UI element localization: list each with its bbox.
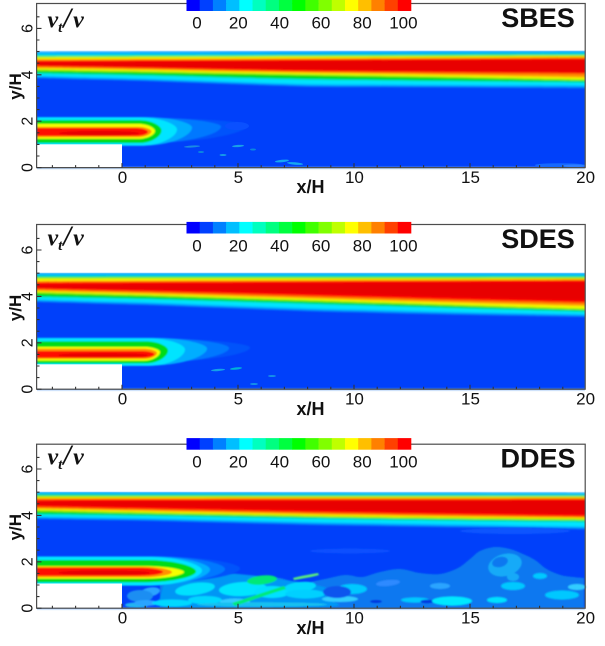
svg-text:0: 0 (118, 168, 127, 187)
svg-text:2: 2 (20, 557, 37, 566)
svg-text:5: 5 (234, 390, 243, 409)
svg-text:5: 5 (234, 168, 243, 187)
svg-text:40: 40 (270, 13, 289, 32)
svg-text:60: 60 (311, 237, 330, 256)
svg-text:4: 4 (20, 70, 37, 79)
svg-text:y/H: y/H (6, 514, 25, 540)
svg-text:4: 4 (20, 511, 37, 520)
svg-text:6: 6 (20, 24, 37, 33)
svg-text:0: 0 (20, 163, 37, 172)
svg-text:0: 0 (192, 237, 201, 256)
svg-text:100: 100 (389, 453, 417, 472)
svg-text:5: 5 (234, 609, 243, 628)
svg-text:40: 40 (270, 453, 289, 472)
svg-text:20: 20 (229, 237, 248, 256)
svg-text:10: 10 (345, 390, 364, 409)
svg-text:60: 60 (311, 453, 330, 472)
svg-text:6: 6 (20, 464, 37, 473)
svg-text:2: 2 (20, 117, 37, 126)
svg-text:15: 15 (461, 609, 480, 628)
svg-text:x/H: x/H (296, 618, 324, 638)
svg-text:20: 20 (229, 453, 248, 472)
svg-text:SBES: SBES (501, 3, 575, 33)
svg-text:80: 80 (353, 453, 372, 472)
svg-text:x/H: x/H (296, 399, 324, 419)
svg-text:νt/ν: νt/ν (48, 4, 85, 37)
svg-text:0: 0 (20, 385, 37, 394)
svg-text:100: 100 (389, 13, 417, 32)
svg-text:2: 2 (20, 338, 37, 347)
svg-text:0: 0 (20, 604, 37, 613)
svg-text:0: 0 (192, 13, 201, 32)
svg-text:0: 0 (118, 390, 127, 409)
svg-text:80: 80 (353, 13, 372, 32)
svg-text:100: 100 (389, 237, 417, 256)
svg-text:νt/ν: νt/ν (48, 440, 85, 473)
svg-text:y/H: y/H (6, 73, 25, 99)
svg-text:x/H: x/H (296, 177, 324, 197)
svg-text:15: 15 (461, 390, 480, 409)
svg-text:60: 60 (311, 13, 330, 32)
svg-text:10: 10 (345, 609, 364, 628)
svg-text:10: 10 (345, 168, 364, 187)
svg-text:20: 20 (229, 13, 248, 32)
svg-text:SDES: SDES (501, 224, 575, 254)
svg-text:6: 6 (20, 245, 37, 254)
svg-text:20: 20 (576, 390, 595, 409)
svg-text:0: 0 (192, 453, 201, 472)
svg-text:20: 20 (576, 609, 595, 628)
svg-text:0: 0 (118, 609, 127, 628)
svg-text:40: 40 (270, 237, 289, 256)
svg-text:4: 4 (20, 292, 37, 301)
svg-text:15: 15 (461, 168, 480, 187)
svg-text:νt/ν: νt/ν (48, 221, 85, 254)
svg-text:80: 80 (353, 237, 372, 256)
svg-text:20: 20 (576, 168, 595, 187)
svg-text:DDES: DDES (500, 444, 575, 474)
svg-text:y/H: y/H (6, 295, 25, 321)
